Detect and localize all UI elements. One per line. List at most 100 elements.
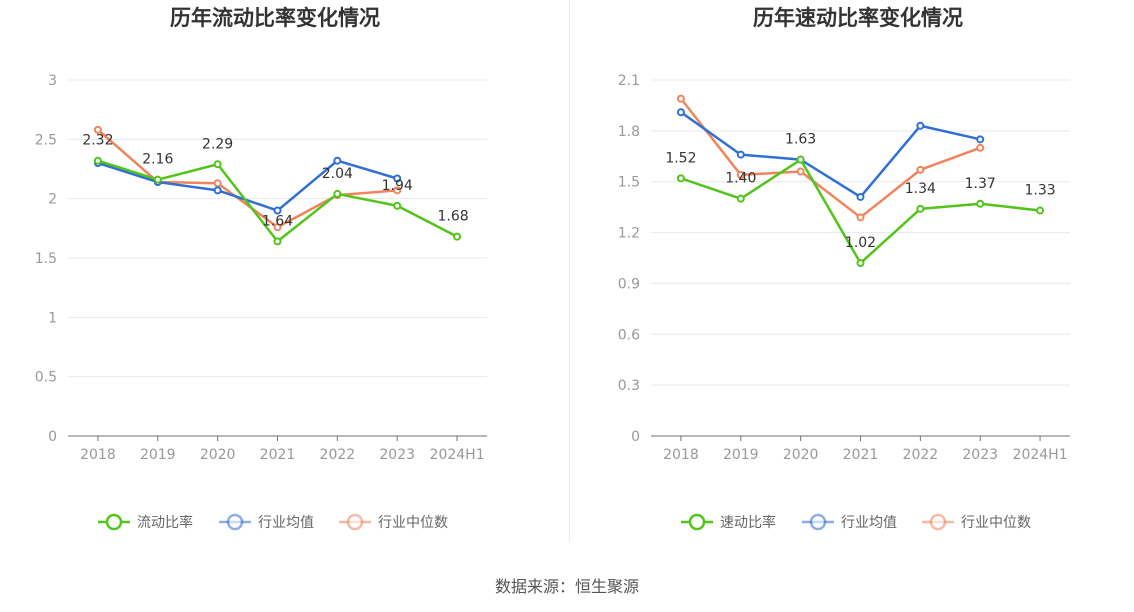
data-label: 1.52 [665,150,696,166]
x-tick-label: 2019 [140,447,176,463]
data-point[interactable] [856,213,865,222]
y-tick-label: 1.5 [35,251,57,267]
data-point[interactable] [916,165,925,174]
data-point[interactable] [393,174,402,183]
data-point[interactable] [736,194,745,203]
data-label: 2.16 [142,152,173,168]
x-tick-label: 2024H1 [430,447,485,463]
x-tick-label: 2023 [962,447,998,463]
x-tick-label: 2024H1 [1013,447,1068,463]
data-point[interactable] [213,186,222,195]
legend-marker-icon [688,513,706,531]
x-tick-label: 2022 [320,447,356,463]
data-label: 1.64 [262,213,293,229]
y-tick-label: 0 [48,429,57,445]
legend-label: 行业均值 [841,515,897,531]
data-label: 1.63 [785,132,816,148]
data-label: 1.40 [725,171,756,187]
data-point[interactable] [856,259,865,268]
legend-marker-icon [346,513,364,531]
data-source-note: 数据来源：恒生聚源 [494,577,639,596]
series-line-3 [679,97,981,219]
y-tick-label: 0.9 [618,276,640,292]
legend-item-3[interactable]: 行业中位数 [922,513,1031,531]
y-tick-label: 0.6 [618,327,640,343]
legend-marker-icon [929,513,947,531]
data-label: 1.34 [905,181,936,197]
y-tick-label: 2.1 [618,73,640,89]
quick-ratio-chart-panel: 历年速动比率变化情况 0 0.3 0.6 0.9 1.2 1.5 1.8 2.1 2018 2019… [567,0,1134,560]
data-point[interactable] [273,237,282,246]
series-line-2 [97,159,398,212]
legend-label: 速动比率 [720,514,776,531]
data-label: 2.29 [202,136,233,152]
y-tick-label: 3 [48,73,57,89]
data-point[interactable] [676,108,685,117]
data-point[interactable] [93,125,102,134]
data-point[interactable] [273,223,282,232]
y-tick-label: 1 [48,310,57,326]
data-label: 1.02 [845,235,876,251]
data-label: 1.33 [1024,183,1055,199]
data-point[interactable] [736,170,745,179]
x-tick-label: 2023 [379,447,415,463]
legend-item-3[interactable]: 行业中位数 [339,513,448,531]
y-tick-label: 2.5 [35,132,57,148]
data-point[interactable] [676,94,685,103]
current-ratio-title: 历年流动比率变化情况 [170,6,380,30]
data-point[interactable] [796,155,805,164]
legend-item-1[interactable]: 速动比率 [681,513,776,531]
data-point[interactable] [976,143,985,152]
data-point[interactable] [796,167,805,176]
x-tick-label: 2020 [783,447,819,463]
y-tick-label: 0.3 [618,378,640,394]
y-tick-label: 0 [631,429,640,445]
x-tick-label: 2021 [843,447,879,463]
y-tick-label: 1.8 [618,124,640,140]
legend-item-1[interactable]: 流动比率 [98,513,193,531]
x-tick-label: 2020 [200,447,236,463]
legend-label: 行业中位数 [378,515,448,531]
panel-divider [569,0,570,542]
x-tick-label: 2019 [723,447,759,463]
data-point[interactable] [976,135,985,144]
y-tick-label: 1.5 [618,175,640,191]
data-point[interactable] [333,189,342,198]
current-ratio-chart-panel: 历年流动比率变化情况 0 0.5 1 1.5 2 2.5 3 2018 2019 2020 2021 2… [0,0,567,560]
legend-label: 流动比率 [137,514,193,531]
legend-marker-icon [105,513,123,531]
data-point[interactable] [213,179,222,188]
x-tick-label: 2018 [80,447,116,463]
data-label: 1.94 [382,178,413,194]
data-point[interactable] [393,186,402,195]
series-line-2 [680,111,981,199]
y-tick-label: 0.5 [35,370,57,386]
data-label: 1.37 [965,176,996,192]
legend-item-2[interactable]: 行业均值 [802,513,897,531]
data-point[interactable] [976,199,985,208]
data-point[interactable] [333,156,342,165]
data-point[interactable] [93,156,102,165]
data-point[interactable] [273,206,282,215]
legend-marker-icon [226,513,244,531]
series-line-3 [97,128,398,229]
data-point[interactable] [676,174,685,183]
data-point[interactable] [916,121,925,130]
legend-item-2[interactable]: 行业均值 [219,513,314,531]
data-label: 2.32 [82,133,113,149]
y-tick-label: 2 [48,192,57,208]
data-label: 1.68 [437,209,468,225]
data-point[interactable] [856,192,865,201]
data-point[interactable] [213,160,222,169]
legend-label: 行业中位数 [961,515,1031,531]
data-label: 2.04 [322,166,353,182]
data-point[interactable] [736,150,745,159]
data-point[interactable] [916,204,925,213]
data-point[interactable] [153,175,162,184]
legend-marker-icon [809,513,827,531]
data-point[interactable] [1036,206,1045,215]
current-ratio-chart: 历年流动比率变化情况 0 0.5 1 1.5 2 2.5 3 2018 2019 2020 2021 2… [35,6,487,531]
data-point[interactable] [393,201,402,210]
x-tick-label: 2018 [663,447,699,463]
data-point[interactable] [453,232,462,241]
